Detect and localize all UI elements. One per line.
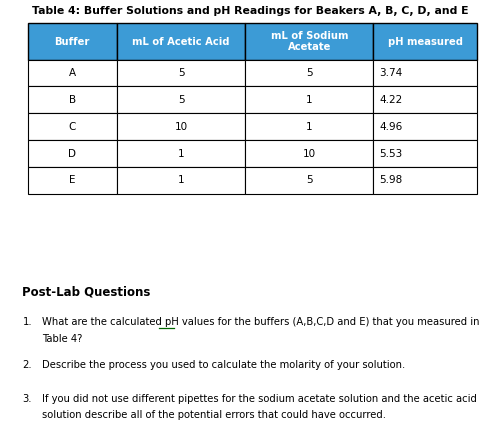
Text: What are the calculated pH values for the buffers (A,B,C,D and E) that you measu: What are the calculated pH values for th… (42, 317, 480, 327)
Text: mL of Sodium
Acetate: mL of Sodium Acetate (270, 31, 348, 52)
Text: E: E (69, 176, 75, 185)
Text: 4.96: 4.96 (380, 122, 402, 132)
Text: Buffer: Buffer (54, 37, 90, 46)
Text: pH measured: pH measured (388, 37, 463, 46)
Bar (28, 140, 117, 167)
Text: Describe the process you used to calculate the molarity of your solution.: Describe the process you used to calcula… (42, 360, 406, 370)
Text: mL of Acetic Acid: mL of Acetic Acid (132, 37, 230, 46)
Text: C: C (68, 122, 76, 132)
Text: 5.98: 5.98 (380, 176, 402, 185)
Text: 5: 5 (306, 68, 312, 78)
Bar (245, 86, 374, 113)
Bar (117, 86, 245, 113)
Text: 1: 1 (178, 176, 184, 185)
Text: 5.53: 5.53 (380, 149, 402, 158)
Bar (117, 60, 245, 86)
Text: solution describe all of the potential errors that could have occurred.: solution describe all of the potential e… (42, 410, 386, 420)
Bar (28, 86, 117, 113)
Text: 1.: 1. (22, 317, 32, 327)
Text: Post-Lab Questions: Post-Lab Questions (22, 285, 151, 299)
Text: 3.74: 3.74 (380, 68, 402, 78)
Text: A: A (68, 68, 76, 78)
Text: 1: 1 (178, 149, 184, 158)
Text: 3.: 3. (22, 394, 32, 404)
Text: 10: 10 (303, 149, 316, 158)
Bar (245, 23, 374, 60)
Bar (374, 86, 478, 113)
Bar (117, 167, 245, 194)
Text: 1: 1 (306, 95, 312, 105)
Text: 1: 1 (306, 122, 312, 132)
Bar (374, 167, 478, 194)
Bar (374, 60, 478, 86)
Bar (117, 23, 245, 60)
Text: If you did not use different pipettes for the sodium acetate solution and the ac: If you did not use different pipettes fo… (42, 394, 478, 404)
Bar (374, 23, 478, 60)
Bar (374, 140, 478, 167)
Text: 5: 5 (306, 176, 312, 185)
Bar (28, 167, 117, 194)
Text: 4.22: 4.22 (380, 95, 402, 105)
Bar (28, 23, 117, 60)
Bar (28, 113, 117, 140)
Bar (245, 140, 374, 167)
Bar (245, 60, 374, 86)
Text: 5: 5 (178, 95, 184, 105)
Text: 5: 5 (178, 68, 184, 78)
Text: Table 4: Buffer Solutions and pH Readings for Beakers A, B, C, D, and E: Table 4: Buffer Solutions and pH Reading… (32, 6, 468, 16)
Bar (245, 167, 374, 194)
Text: B: B (68, 95, 76, 105)
Text: 10: 10 (174, 122, 188, 132)
Bar (374, 113, 478, 140)
Bar (117, 140, 245, 167)
Bar (245, 113, 374, 140)
Text: D: D (68, 149, 76, 158)
Bar (117, 113, 245, 140)
Text: 2.: 2. (22, 360, 32, 370)
Bar (28, 60, 117, 86)
Text: Table 4?: Table 4? (42, 334, 83, 343)
